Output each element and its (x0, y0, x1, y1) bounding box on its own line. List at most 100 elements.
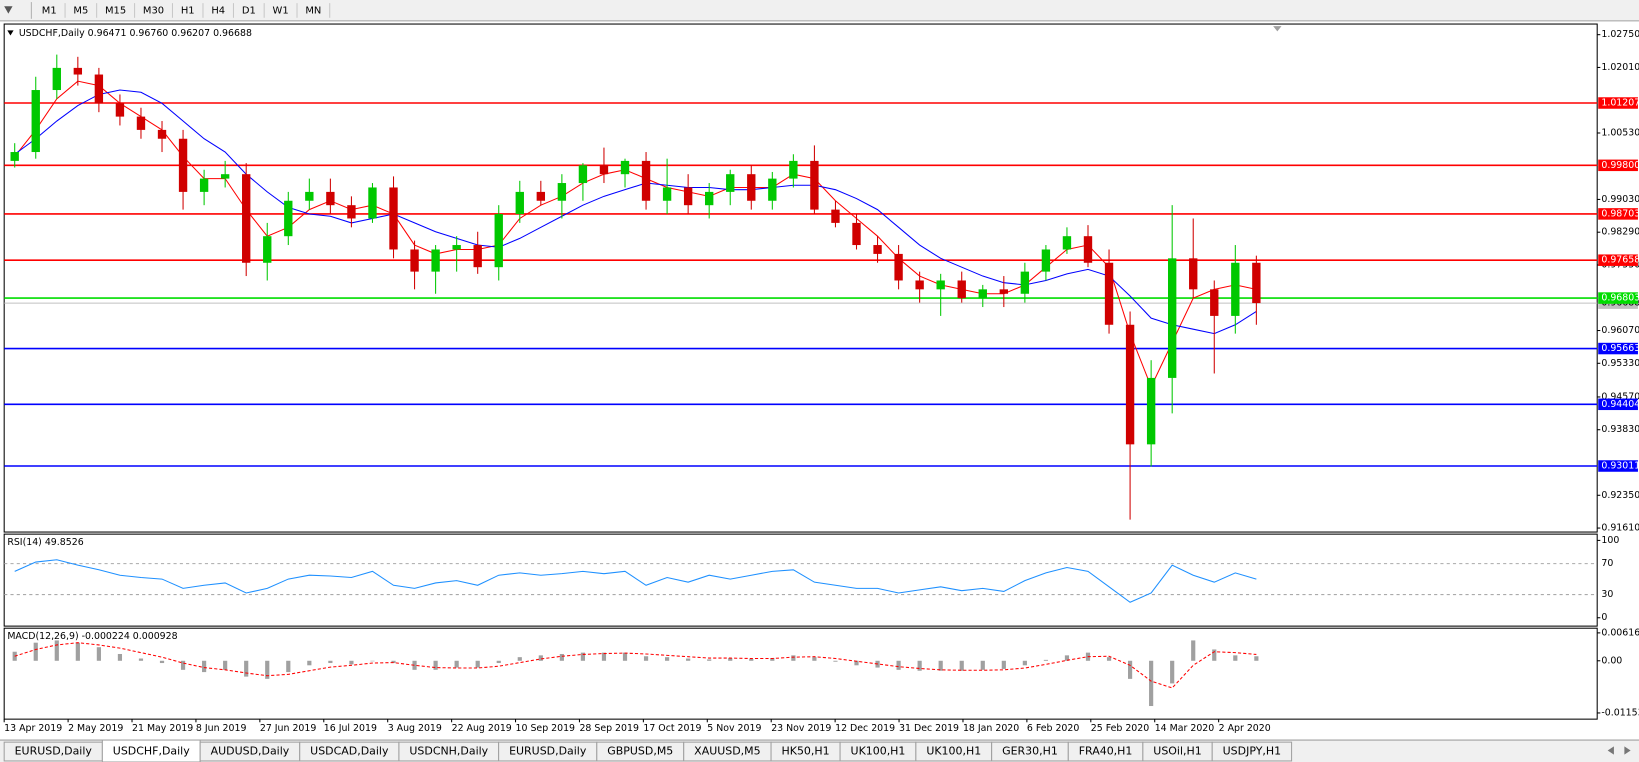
candle-body (410, 249, 419, 272)
candle-body (873, 245, 882, 254)
macd-bar (138, 658, 144, 661)
macd-bar (707, 659, 712, 661)
tab-label[interactable]: FRA40,H1 (1079, 745, 1133, 758)
tab-label[interactable]: UK100,H1 (851, 745, 906, 758)
tabs: EURUSD,Daily USDCHF,Daily AUDUSD,Daily USDC… (3, 739, 1293, 762)
candle-body (1125, 324, 1135, 445)
macd-bar (559, 653, 564, 661)
tab-label[interactable]: XAUUSD,M5 (694, 745, 760, 758)
tab-label[interactable]: GBPUSD,M5 (607, 745, 673, 758)
candle-body (599, 165, 609, 175)
tab-scroll-left[interactable] (1607, 746, 1614, 755)
macd-bar (370, 660, 375, 662)
macd-bar (1212, 649, 1217, 661)
x-tick-label: 21 May 2019 (132, 723, 193, 734)
candle-body (705, 191, 714, 206)
candle-body (136, 116, 146, 130)
candle-body (662, 187, 672, 201)
candle-body (852, 222, 861, 246)
candle-body (768, 178, 777, 201)
tab-label[interactable]: EURUSD,Daily (15, 745, 93, 758)
macd-bar (349, 660, 354, 665)
level-chip (1598, 342, 1638, 355)
x-tick-label: 6 Feb 2020 (1027, 723, 1079, 734)
toolbar-icon[interactable] (4, 6, 13, 14)
y-tick-label: 0.92350 (1601, 490, 1639, 501)
timeframe-button[interactable]: M30 (143, 5, 164, 16)
timeframe-button[interactable]: H4 (211, 5, 225, 16)
macd-bar (1254, 656, 1259, 661)
tab-label[interactable]: USDCAD,Daily (310, 745, 389, 758)
candle-body (620, 160, 630, 175)
candle-body (894, 253, 903, 281)
candle-body (115, 103, 125, 117)
macd-bar (33, 642, 38, 661)
tab-label[interactable]: HK50,H1 (782, 745, 830, 758)
timeframe-button[interactable]: M1 (42, 5, 57, 16)
candle-body (494, 214, 503, 268)
macd-bar (496, 660, 501, 664)
macd-bar (391, 660, 396, 664)
timeframe-button[interactable]: H1 (181, 5, 195, 16)
level-chip (1598, 254, 1638, 266)
tab-label[interactable]: USDCNH,Daily (409, 745, 488, 758)
y-tick-label: 0.96070 (1601, 325, 1639, 336)
macd-bar (433, 660, 438, 670)
macd-bar (538, 655, 543, 661)
level-label: 0.94404 (1601, 399, 1639, 410)
x-tick-label: 12 Dec 2019 (835, 723, 895, 734)
tab-scroll-right[interactable] (1624, 746, 1631, 755)
timeframe-button[interactable]: MN (305, 5, 321, 16)
candle-body (452, 245, 461, 250)
macd-bar (223, 660, 228, 670)
tab-label[interactable]: GER30,H1 (1002, 745, 1058, 758)
level-label: 0.97658 (1601, 255, 1639, 266)
candle-body (305, 191, 314, 201)
tab-label[interactable]: AUDUSD,Daily (211, 745, 290, 758)
symbol-menu-arrow[interactable] (7, 30, 14, 36)
x-tick-label: 8 Jun 2019 (196, 723, 247, 734)
candle-body (1146, 377, 1156, 445)
macd-bar (896, 660, 901, 670)
candle-body (831, 209, 840, 223)
macd-bar (622, 652, 628, 661)
timeframe-button[interactable]: M15 (105, 5, 126, 16)
timeframe-button[interactable]: D1 (242, 5, 256, 16)
level-chip (1598, 460, 1638, 472)
candle-body (999, 289, 1008, 294)
tab-label[interactable]: UK100,H1 (926, 745, 981, 758)
x-tick-label: 2 May 2019 (68, 723, 123, 734)
tab-label[interactable]: EURUSD,Daily (509, 745, 587, 758)
macd-bar (728, 658, 733, 661)
macd-bar (117, 653, 123, 661)
tab[interactable] (1211, 741, 1293, 762)
x-tick-label: 16 Jul 2019 (324, 723, 377, 734)
chart-shift-marker[interactable] (1273, 26, 1282, 32)
candle-body (578, 165, 588, 184)
y-tick-label: 0.94570 (1601, 391, 1639, 402)
level-chip (1598, 159, 1638, 172)
macd-bar (75, 642, 80, 661)
timeframe-button[interactable]: M5 (73, 5, 88, 16)
chart-header: USDCHF,Daily 0.96471 0.96760 0.96207 0.9… (19, 28, 252, 39)
x-tick-label: 18 Jan 2020 (963, 723, 1019, 734)
y-tick-label: 0.91610 (1601, 523, 1639, 534)
tab-label[interactable]: USDCHF,Daily (113, 745, 190, 758)
macd-bar (1043, 659, 1048, 661)
tab-label[interactable]: USOil,H1 (1153, 745, 1201, 758)
tab-label[interactable]: USDJPY,H1 (1223, 745, 1281, 758)
macd-bar (665, 657, 670, 661)
y-tick-label: 0.93830 (1601, 424, 1639, 435)
candle-body (284, 200, 293, 237)
level-label: 0.96803 (1601, 293, 1639, 304)
timeframe-button[interactable]: W1 (273, 5, 289, 16)
macd-title: MACD(12,26,9) -0.000224 0.000928 (7, 631, 177, 642)
macd-bar (159, 660, 165, 664)
candle-body (1083, 236, 1093, 263)
macd-bar (1064, 655, 1070, 661)
candle-body (978, 289, 987, 299)
macd-bar (412, 660, 417, 670)
macd-bar (180, 660, 186, 670)
x-tick-label: 23 Nov 2019 (771, 723, 831, 734)
